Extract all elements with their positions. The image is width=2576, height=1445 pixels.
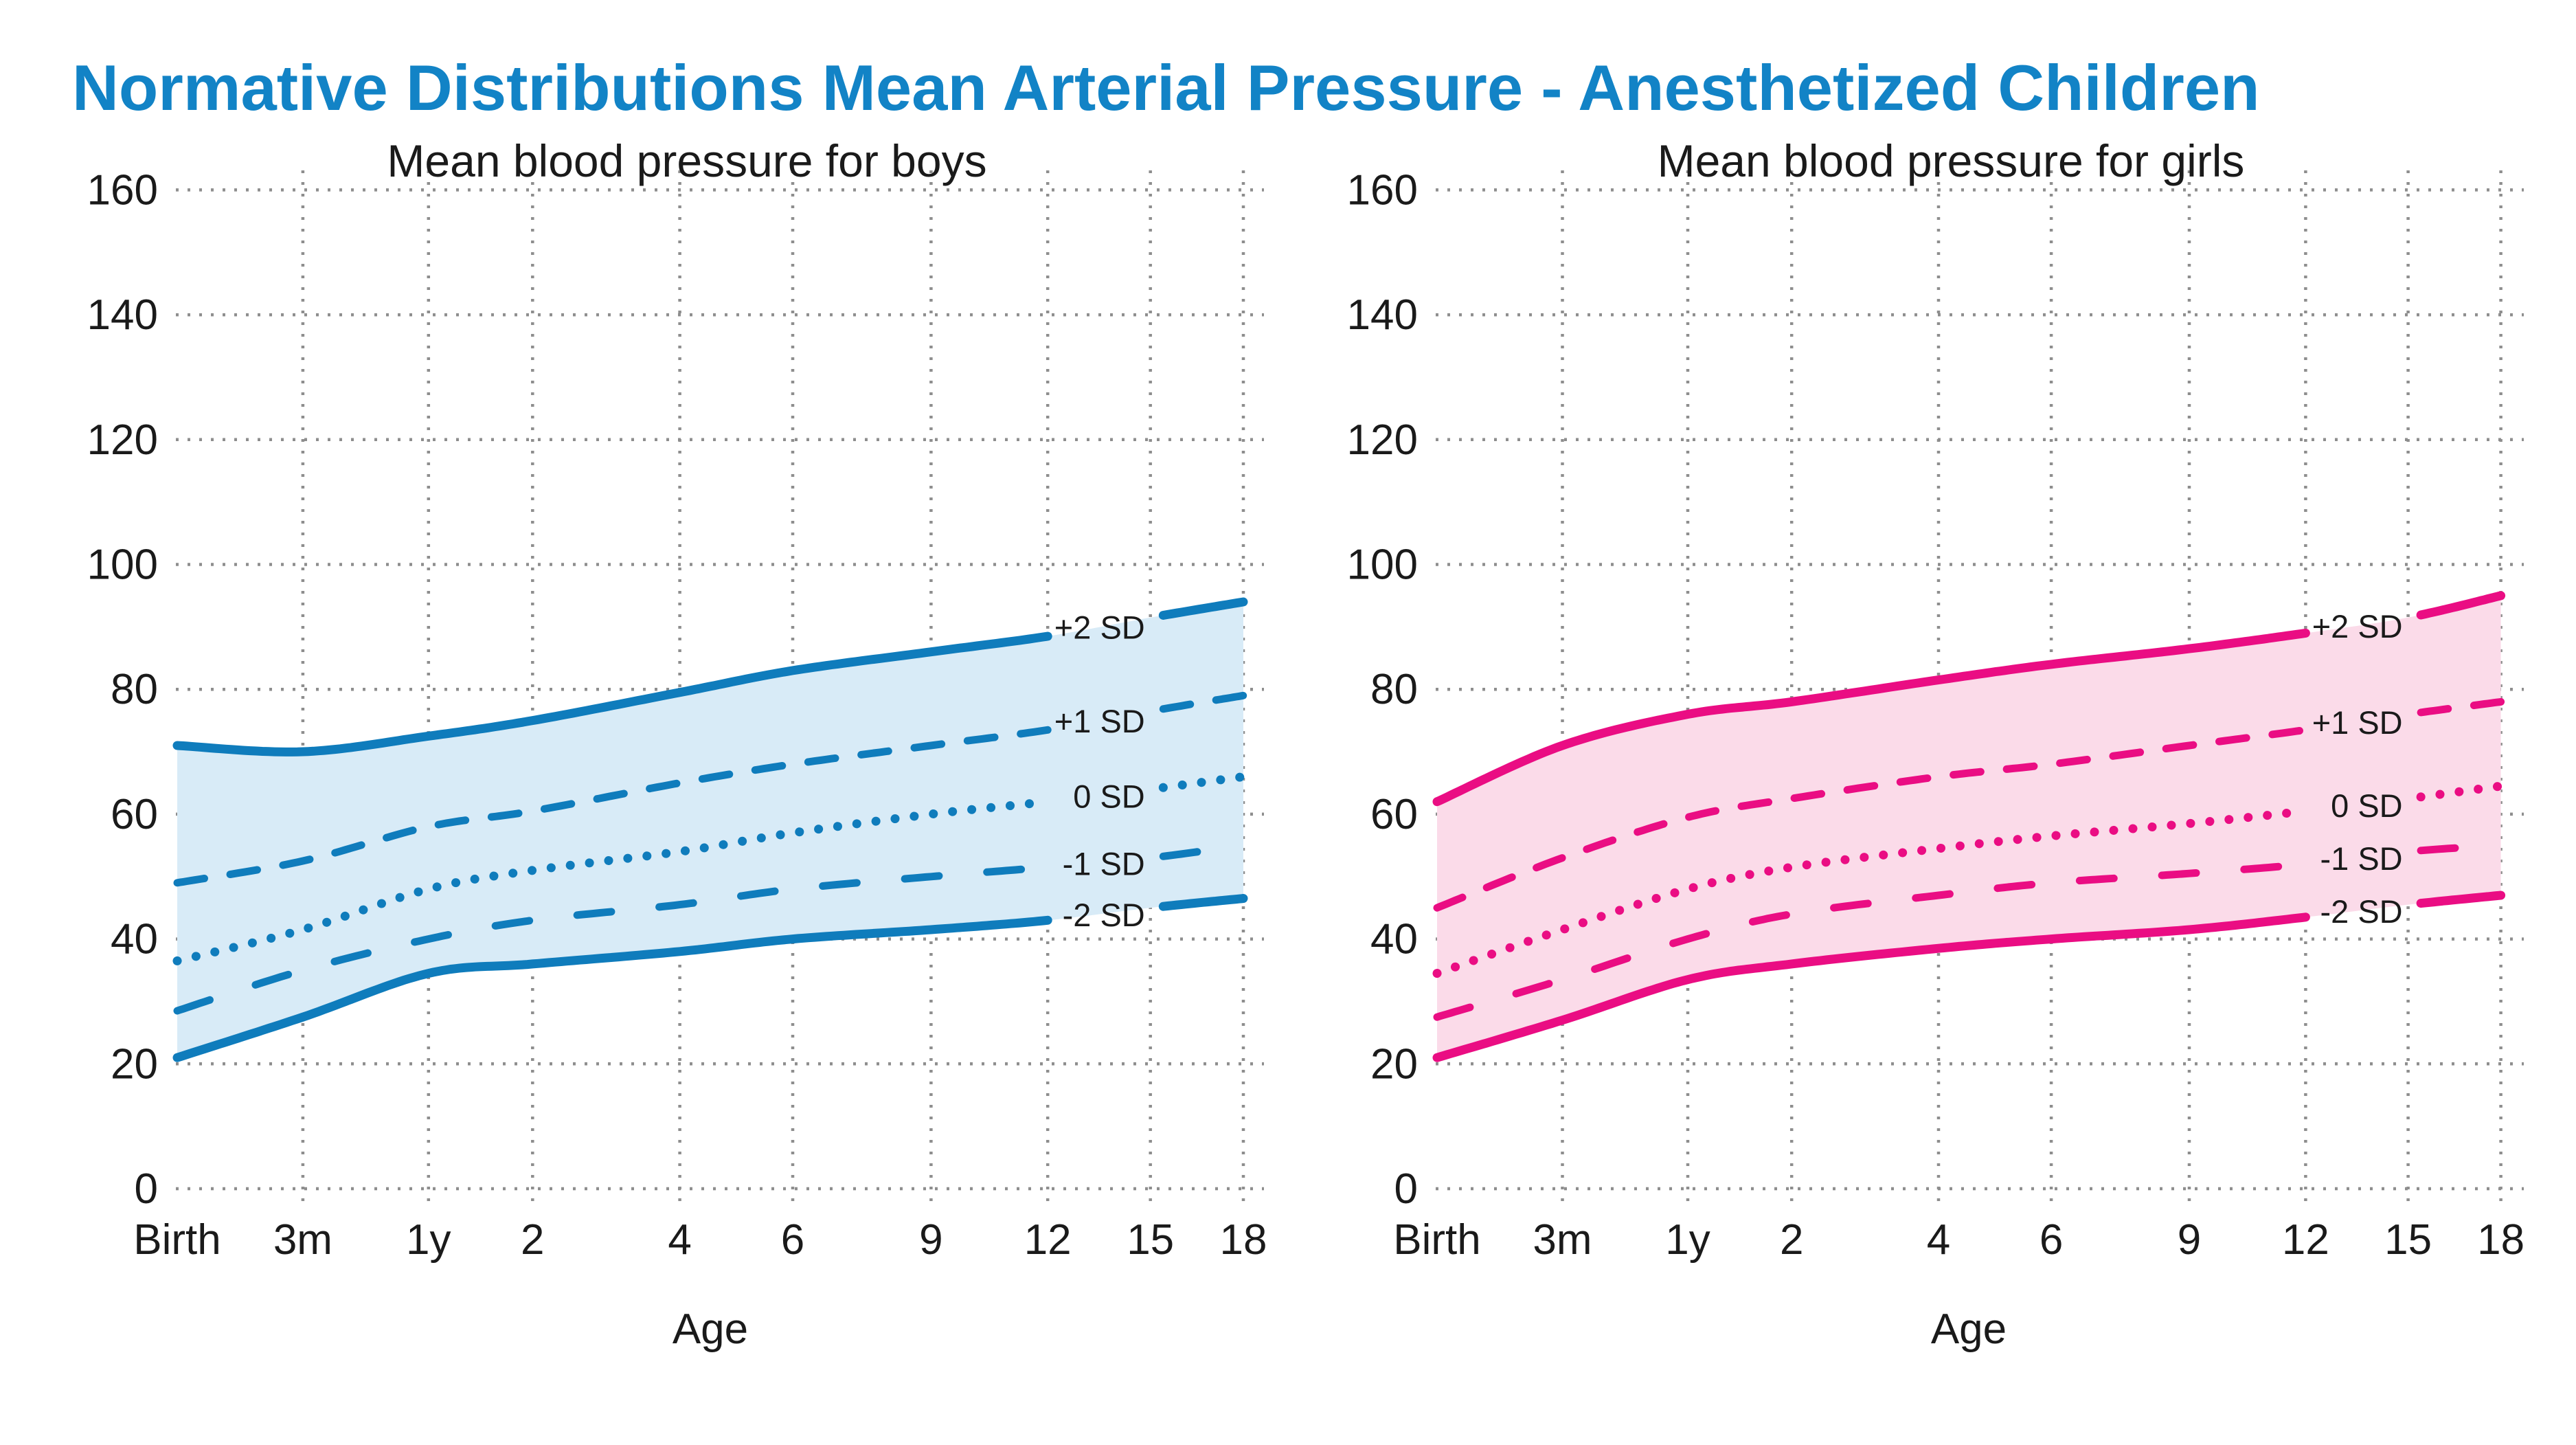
sd-line-0sd: [1432, 781, 2506, 978]
x-axis-tick-label: 15: [1127, 1216, 1174, 1264]
x-axis-tick-label: 9: [2178, 1216, 2201, 1264]
x-axis-title: Age: [1931, 1306, 2007, 1353]
x-axis-title: Age: [673, 1306, 748, 1353]
sd-line-+1sd: [173, 691, 1247, 887]
y-axis-tick-label: 0: [1394, 1165, 1418, 1213]
x-axis-tick-label: 1y: [1665, 1216, 1710, 1264]
x-axis-tick-label: 18: [2477, 1216, 2524, 1264]
sd-line--1sd: [1433, 841, 2505, 1021]
chart-subtitle: Mean blood pressure for boys: [387, 135, 986, 186]
y-axis-tick-label: 120: [87, 416, 158, 464]
y-axis-tick-label: 80: [111, 666, 158, 713]
sd-line--1sd: [173, 841, 1247, 1015]
x-axis-tick-label: 3m: [1533, 1216, 1592, 1264]
y-axis-tick-label: 60: [111, 791, 158, 838]
x-axis-tick-label: 18: [1220, 1216, 1267, 1264]
sd-label: +2 SD: [1054, 609, 1145, 646]
y-axis-tick-label: 40: [1370, 916, 1418, 963]
y-axis-tick-label: 20: [1370, 1040, 1418, 1088]
x-axis-tick-label: 12: [2282, 1216, 2329, 1264]
sd-line-0sd: [172, 772, 1248, 965]
y-axis-tick-label: 0: [135, 1165, 158, 1213]
page-title: Normative Distributions Mean Arterial Pr…: [72, 52, 2260, 124]
sd-label: -2 SD: [1063, 897, 1145, 933]
x-axis-tick-label: Birth: [1393, 1216, 1480, 1264]
boys-chart: +2 SD +1 SD 0 SD -1 SD -2 SD 0 20 40 60 80 100 120 1…: [87, 135, 1267, 1353]
x-axis-tick-label: 1y: [406, 1216, 451, 1264]
sd-label: -2 SD: [2320, 893, 2402, 930]
sd-label: -1 SD: [2320, 840, 2402, 877]
y-axis-tick-label: 60: [1370, 791, 1418, 838]
y-axis-tick-label: 40: [111, 916, 158, 963]
y-axis-tick-label: 140: [87, 291, 158, 339]
sd-line-+2sd: [1432, 591, 2506, 807]
sd-label: 0 SD: [2331, 787, 2403, 824]
x-axis-tick-label: 3m: [273, 1216, 332, 1264]
sd-label: -1 SD: [1063, 846, 1145, 882]
sd-line-+1sd: [1433, 697, 2505, 912]
x-axis-tick-label: 9: [919, 1216, 942, 1264]
x-axis-tick-label: 12: [1024, 1216, 1072, 1264]
y-axis-tick-label: 160: [1347, 166, 1418, 214]
y-axis-tick-label: 80: [1370, 666, 1418, 713]
sd-label: +1 SD: [1054, 703, 1145, 739]
y-axis-tick-label: 160: [87, 166, 158, 214]
x-axis-tick-label: 2: [521, 1216, 544, 1264]
sd-band-fill: [177, 602, 1243, 1058]
x-axis-tick-label: 4: [1927, 1216, 1950, 1264]
x-axis-tick-label: 6: [781, 1216, 804, 1264]
x-axis-tick-label: 2: [1780, 1216, 1803, 1264]
y-axis-tick-label: 100: [1347, 541, 1418, 589]
sd-label: 0 SD: [1073, 778, 1145, 814]
sd-line--2sd: [1432, 890, 2506, 1062]
sd-line--2sd: [172, 894, 1248, 1062]
y-axis-tick-label: 120: [1347, 416, 1418, 464]
sd-band-fill: [1437, 595, 2501, 1058]
y-axis-tick-label: 140: [1347, 291, 1418, 339]
x-axis-tick-label: 15: [2384, 1216, 2432, 1264]
x-axis-tick-label: 6: [2040, 1216, 2063, 1264]
y-axis-tick-label: 100: [87, 541, 158, 589]
sd-label: +2 SD: [2312, 608, 2403, 645]
sd-line-+2sd: [172, 597, 1248, 757]
x-axis-tick-label: 4: [668, 1216, 691, 1264]
girls-chart: +2 SD +1 SD 0 SD -1 SD -2 SD 0 20 40 60 80 100 120 1…: [1347, 135, 2525, 1353]
x-axis-tick-label: Birth: [133, 1216, 221, 1264]
chart-subtitle: Mean blood pressure for girls: [1658, 135, 2245, 186]
sd-label: +1 SD: [2312, 704, 2403, 741]
y-axis-tick-label: 20: [111, 1040, 158, 1088]
